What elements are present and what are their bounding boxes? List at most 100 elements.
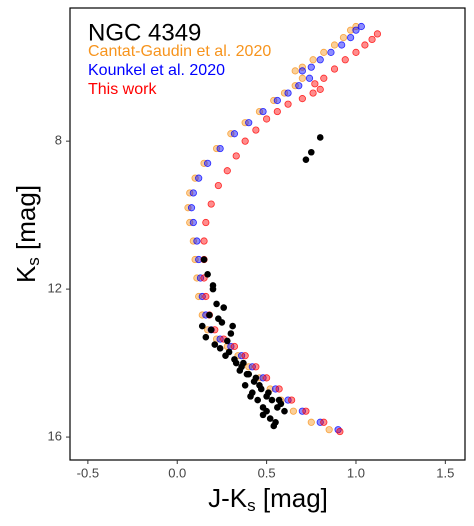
data-point [316, 134, 324, 141]
data-point [309, 56, 317, 64]
chart-title: NGC 4349 [88, 19, 201, 46]
data-point [338, 41, 346, 49]
data-point [259, 404, 267, 411]
data-point [223, 337, 231, 345]
data-point [275, 396, 283, 404]
data-point [223, 167, 231, 175]
data-point [305, 74, 314, 82]
data-point [259, 107, 267, 116]
data-point [241, 137, 249, 145]
x-label-sub: s [247, 496, 256, 515]
data-point [309, 89, 317, 97]
data-point [252, 363, 260, 371]
y-tick-label: 16 [48, 429, 62, 444]
data-point [339, 33, 348, 42]
data-point [213, 300, 220, 308]
data-point [307, 418, 315, 426]
x-tick-label: 1.5 [436, 465, 454, 480]
y-label-main: K [11, 265, 41, 283]
data-point [352, 48, 360, 56]
y-label-sub: s [24, 257, 43, 266]
data-point [241, 381, 249, 389]
data-point [284, 100, 292, 108]
y-tick-label: 12 [48, 281, 62, 296]
data-point [187, 204, 196, 212]
data-point [357, 22, 365, 31]
x-tick-label: 0.5 [258, 465, 276, 480]
data-point [291, 67, 299, 75]
data-point [341, 56, 349, 64]
data-point [207, 326, 215, 334]
x-tick-label: 1.0 [347, 465, 365, 480]
legend-entry: This work [88, 81, 157, 98]
data-point [204, 271, 211, 278]
data-point [241, 352, 249, 360]
data-point [275, 385, 283, 393]
data-point [316, 85, 324, 93]
data-point [298, 74, 306, 82]
data-point [316, 56, 324, 64]
data-point [245, 119, 253, 127]
data-point [243, 370, 251, 378]
data-point [204, 159, 212, 167]
data-point [368, 35, 376, 44]
x-axis-label: J-Ks [mag] [208, 483, 328, 516]
x-label-rest: [mag] [256, 483, 328, 513]
data-point [268, 396, 276, 404]
data-point [263, 115, 271, 123]
data-point [214, 181, 222, 190]
data-point [232, 152, 240, 160]
data-point [252, 126, 260, 134]
data-point [320, 74, 328, 82]
data-point [266, 415, 274, 422]
data-point [236, 367, 244, 374]
data-point [216, 144, 224, 153]
data-point [320, 48, 328, 56]
data-point [209, 282, 217, 289]
data-point [229, 322, 236, 330]
y-axis-label: Ks [mag] [11, 185, 44, 283]
data-point [307, 148, 315, 156]
x-label-main: J-K [208, 483, 248, 513]
data-point [361, 41, 369, 49]
y-tick-label: 8 [55, 133, 62, 148]
x-tick-label: -0.5 [77, 465, 99, 480]
data-point [195, 174, 203, 182]
data-point [325, 426, 333, 434]
data-point [270, 422, 278, 430]
data-point [273, 96, 281, 105]
data-point [193, 237, 201, 245]
legend-entry: Cantat-Gaudin et al. 2020 [88, 43, 271, 60]
data-point [336, 427, 344, 436]
data-point [230, 342, 239, 351]
data-point [311, 80, 319, 88]
data-point [252, 374, 260, 382]
data-point [206, 311, 213, 319]
data-point [202, 218, 210, 227]
data-point [256, 381, 263, 389]
data-point [330, 41, 339, 49]
data-point [347, 26, 355, 34]
data-point [298, 67, 306, 75]
data-point [302, 407, 310, 415]
data-point [198, 322, 206, 330]
data-point [302, 156, 310, 163]
data-point [320, 418, 328, 426]
data-point [327, 48, 335, 56]
data-point [284, 89, 292, 97]
data-point [288, 396, 296, 404]
data-point [200, 237, 208, 245]
data-point [207, 200, 215, 208]
data-point [232, 359, 240, 367]
data-point [347, 33, 355, 42]
data-point [281, 407, 288, 415]
data-point [215, 315, 222, 323]
data-point [225, 348, 233, 356]
data-point [220, 304, 228, 311]
data-point [352, 26, 360, 34]
x-tick-label: 0.0 [168, 465, 186, 480]
data-point [189, 218, 197, 227]
data-point [298, 63, 306, 71]
